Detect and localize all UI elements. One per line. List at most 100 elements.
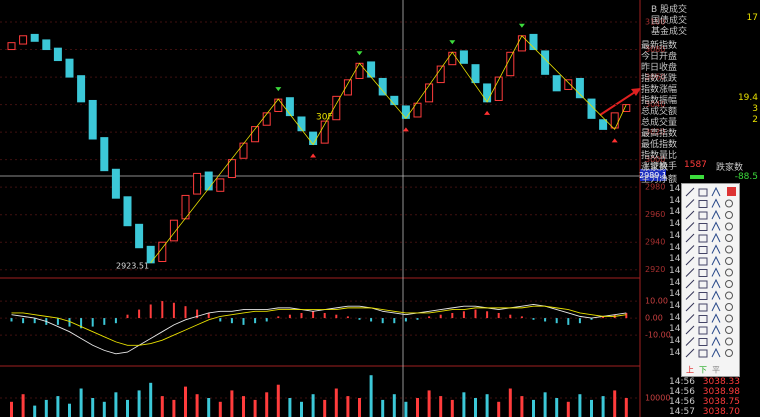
tick-time: 14:5	[669, 219, 690, 230]
flow-bar	[690, 175, 704, 179]
macd-bar	[22, 318, 25, 324]
macd-bar	[578, 318, 581, 324]
candle	[30, 33, 39, 42]
tool-icon	[685, 348, 695, 358]
volume-bar	[172, 399, 176, 417]
macd-bar	[161, 301, 164, 319]
volume-bar	[218, 401, 222, 417]
volume-bar	[358, 398, 361, 417]
row-label: 最新指数	[641, 41, 678, 51]
fall-label: 跌家数	[716, 163, 744, 173]
macd-bar	[277, 316, 280, 319]
row-value: 17	[746, 13, 758, 23]
candle	[239, 142, 248, 159]
volume-bar	[137, 390, 141, 417]
macd-bar	[602, 316, 605, 319]
tick-time: 14:5	[669, 230, 690, 241]
macd-bar	[103, 318, 106, 325]
macd-bar	[474, 309, 477, 319]
macd-bar	[242, 318, 245, 325]
tick-time: 14:5	[669, 289, 690, 300]
tick-time: 14:5	[669, 312, 690, 323]
candle	[123, 196, 132, 227]
tool-icon	[725, 326, 733, 334]
candle	[390, 95, 399, 106]
candle	[401, 105, 410, 119]
tool-icon	[685, 268, 695, 277]
trade-time: 14:56	[669, 377, 695, 387]
row-label: 指数涨跌	[641, 74, 678, 84]
tool-icon	[711, 278, 721, 289]
macd-bar	[335, 314, 338, 319]
trade-time: 14:57	[669, 407, 695, 417]
volume-bar	[10, 401, 13, 417]
tick-time: 14:5	[669, 207, 690, 218]
volume-bar	[601, 396, 605, 417]
candle	[169, 219, 178, 242]
macd-bar	[114, 318, 117, 324]
candle	[343, 79, 352, 96]
macd-bar	[532, 318, 535, 320]
trade-price: 3038.98	[702, 387, 740, 397]
candle	[378, 77, 387, 96]
tool-icon	[685, 199, 695, 208]
tool-icon	[711, 186, 721, 197]
tick-time: 14:5	[669, 336, 690, 347]
tool-icon	[698, 234, 708, 243]
candle	[88, 99, 97, 140]
macd-bar	[486, 311, 489, 319]
volume-bar	[416, 398, 419, 417]
row-value: 3	[752, 104, 758, 114]
trade-price: 3038.70	[702, 407, 740, 417]
row-label: 最低指数	[641, 140, 678, 150]
flow-value: -88.5	[734, 172, 758, 182]
volume-bar	[114, 392, 118, 417]
macd-bar	[497, 312, 500, 319]
volume-bar	[381, 399, 385, 417]
tool-icon	[711, 336, 721, 346]
tool-icon	[698, 303, 708, 312]
tick-time: 14:5	[669, 254, 690, 265]
tool-icon	[711, 232, 721, 243]
macd-bar	[184, 306, 187, 319]
volume-bar	[613, 390, 617, 417]
volume-bar	[276, 384, 280, 417]
candle	[111, 168, 120, 199]
volume-bar	[195, 394, 199, 417]
macd-bar	[323, 312, 326, 319]
y-tick-label: 3000	[645, 155, 665, 164]
volume-bar	[555, 398, 559, 417]
close-button[interactable]	[727, 187, 736, 196]
y-tick-label: 3060	[645, 73, 665, 82]
peak-arrow	[518, 23, 525, 28]
tool-icon	[711, 290, 721, 300]
tick-time: 14:5	[669, 265, 690, 276]
volume-bar	[590, 399, 593, 417]
candle	[448, 51, 457, 66]
tool-icon	[711, 347, 721, 358]
macd-bar	[126, 314, 129, 319]
tool-icon	[725, 245, 733, 254]
tool-icon	[698, 211, 708, 220]
tool-icon	[698, 349, 708, 358]
tool-icon	[725, 199, 733, 208]
peak-arrow	[356, 51, 363, 56]
tick-time: 14:5	[669, 324, 690, 335]
volume-bar	[532, 399, 535, 417]
volume-bar	[288, 398, 292, 417]
zigzag-line	[150, 35, 627, 264]
tool-icon	[698, 292, 708, 300]
macd-bar	[428, 316, 431, 319]
row-label: 总成交额	[641, 107, 678, 117]
macd-bar	[555, 318, 558, 324]
tool-icon	[711, 324, 721, 335]
candle	[146, 245, 155, 264]
peak-arrow	[449, 40, 456, 45]
volume-bar	[508, 388, 512, 417]
macd-bar	[404, 318, 407, 322]
trough-arrow	[310, 153, 317, 158]
tool-icon	[685, 210, 695, 220]
candle	[610, 112, 619, 129]
volume-bar	[369, 375, 373, 417]
